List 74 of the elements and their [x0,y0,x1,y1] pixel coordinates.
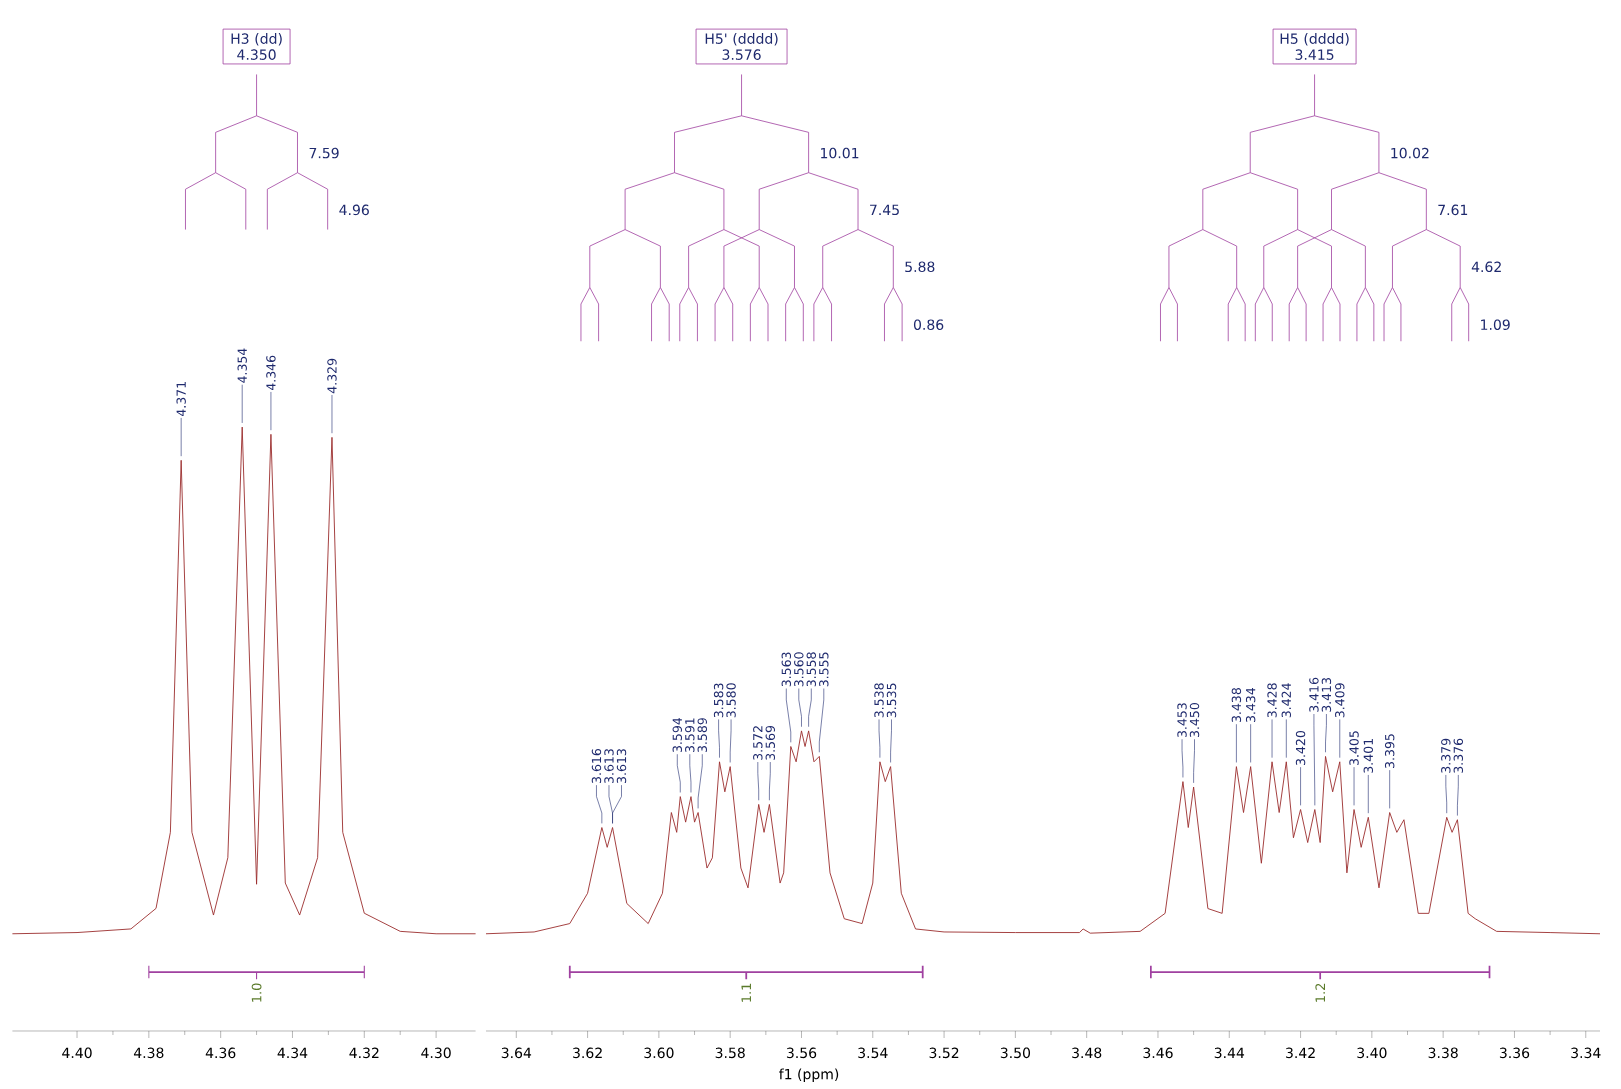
x-axis-title: f1 (ppm) [779,1068,839,1083]
x-tick-label: 4.32 [349,1047,379,1059]
text: 7.61 [1438,204,1468,216]
text: 1.09 [1481,319,1510,330]
annotation: 3.395 [1384,734,1395,768]
text: 7.45 [870,204,899,216]
annotation: 3.420 [1295,730,1306,765]
x-tick-label: 3.48 [1072,1047,1102,1059]
x-tick-label: 3.46 [1143,1047,1173,1059]
x-tick-label: 3.36 [1499,1047,1530,1059]
annotation: 3.438 [1231,688,1242,723]
annotation: 3.416 [1309,677,1319,712]
annotation: 1.1 [741,983,751,1002]
annotation: 3.450 [1189,703,1200,738]
text: 7.59 [309,147,339,159]
text: H3 (dd) 4.350 [231,33,282,60]
annotation: 3.591 [685,718,695,753]
annotation: 4.329 [327,358,337,394]
x-tick-label: 3.50 [1000,1047,1031,1059]
x-tick-label: 4.34 [277,1047,308,1059]
annotation: 1.2 [1315,983,1325,1002]
annotation: 3.569 [765,725,776,760]
annotation: 4.346 [266,355,276,391]
x-tick-label: 4.38 [133,1047,164,1059]
text: 4.96 [339,204,369,216]
annotation: 3.583 [713,683,724,718]
x-tick-label: 3.64 [501,1047,532,1059]
annotation: 3.376 [1453,738,1464,773]
x-tick-label: 3.40 [1357,1047,1387,1059]
annotation: 3.413 [1321,678,1332,712]
x-tick-label: 4.40 [62,1047,92,1059]
annotation: 3.594 [672,717,683,753]
x-tick-label: 3.44 [1214,1047,1245,1059]
annotation: 3.428 [1267,683,1277,718]
annotation: 3.558 [806,652,817,687]
text: 5.88 [905,261,935,273]
text: 10.01 [821,147,859,159]
annotation: 3.613 [604,749,614,783]
x-tick-label: 3.34 [1571,1047,1601,1059]
annotation: 3.453 [1177,703,1187,738]
annotation: 3.572 [753,726,763,760]
text: 4.62 [1471,261,1501,273]
annotation: 3.560 [794,652,804,687]
x-tick-label: 3.58 [715,1047,745,1059]
x-tick-label: 4.30 [421,1047,451,1059]
annotation: 3.538 [874,683,884,718]
annotation: 3.613 [616,749,627,783]
annotation: 3.424 [1281,683,1292,718]
x-tick-label: 3.42 [1286,1047,1315,1059]
annotation: 3.589 [697,718,707,753]
annotation: 3.616 [591,748,602,783]
annotation: 4.371 [176,382,186,417]
text: H5 (dddd) 3.415 [1280,33,1349,60]
annotation: 3.379 [1441,738,1451,773]
x-tick-label: 3.38 [1428,1047,1458,1059]
annotation: 3.535 [886,683,897,718]
text: 10.02 [1391,147,1429,159]
annotation: 3.563 [781,652,792,687]
annotation: 3.405 [1349,731,1359,765]
x-tick-label: 3.54 [858,1047,888,1059]
annotation: 3.580 [726,683,736,718]
x-tick-label: 3.60 [644,1047,674,1059]
annotation: 1.0 [251,983,262,1002]
annotation: 3.401 [1363,739,1374,773]
text: 0.86 [913,319,944,330]
annotation: 3.434 [1245,687,1256,723]
annotation: 3.555 [819,652,829,687]
x-tick-label: 3.52 [929,1047,959,1059]
annotation: 3.409 [1335,683,1345,718]
x-tick-label: 3.62 [573,1047,602,1059]
annotation: 4.354 [237,348,247,383]
x-tick-label: 3.56 [786,1047,817,1059]
text: H5' (dddd) 3.576 [705,33,778,60]
x-tick-label: 4.36 [205,1047,236,1059]
